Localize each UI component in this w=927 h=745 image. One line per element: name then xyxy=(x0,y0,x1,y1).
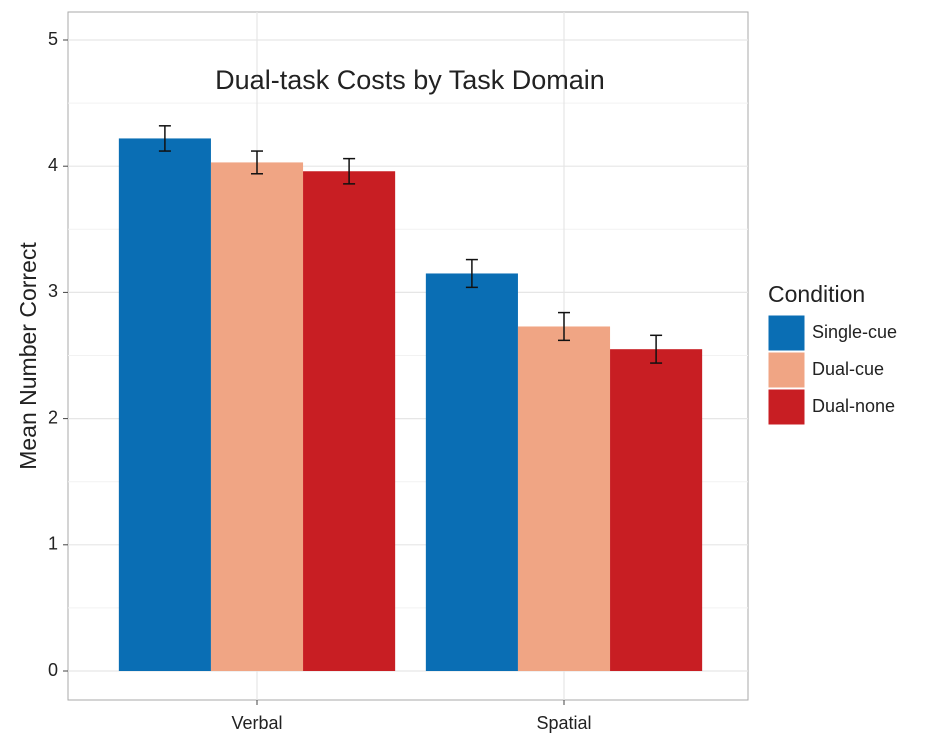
legend-label: Dual-cue xyxy=(812,359,884,379)
x-tick-label: Verbal xyxy=(231,713,282,733)
legend-label: Single-cue xyxy=(812,322,897,342)
y-axis-label: Mean Number Correct xyxy=(15,242,41,470)
error-bar xyxy=(465,258,478,289)
error-bar xyxy=(343,157,356,185)
bar xyxy=(425,273,518,671)
error-bar xyxy=(251,150,263,175)
bar xyxy=(210,162,304,671)
y-tick-label: 1 xyxy=(48,534,58,554)
y-tick-label: 0 xyxy=(48,660,58,680)
legend-swatch xyxy=(767,351,806,389)
error-bar xyxy=(158,125,171,152)
legend-swatch xyxy=(767,314,806,352)
chart-title: Dual-task Costs by Task Domain xyxy=(215,65,605,95)
bar xyxy=(610,349,703,671)
bar xyxy=(118,138,211,671)
bar xyxy=(303,171,396,672)
legend-swatch xyxy=(767,388,806,426)
bar xyxy=(517,326,611,671)
y-tick-label: 2 xyxy=(48,407,58,427)
y-tick-label: 5 xyxy=(48,29,58,49)
error-bar xyxy=(650,334,663,364)
marks xyxy=(118,125,703,672)
y-tick-label: 4 xyxy=(48,155,58,175)
x-tick-label: Spatial xyxy=(536,713,591,733)
legend-title: Condition xyxy=(768,281,865,307)
y-tick-label: 3 xyxy=(48,281,58,301)
legend-label: Dual-none xyxy=(812,396,895,416)
error-bar xyxy=(558,311,570,342)
